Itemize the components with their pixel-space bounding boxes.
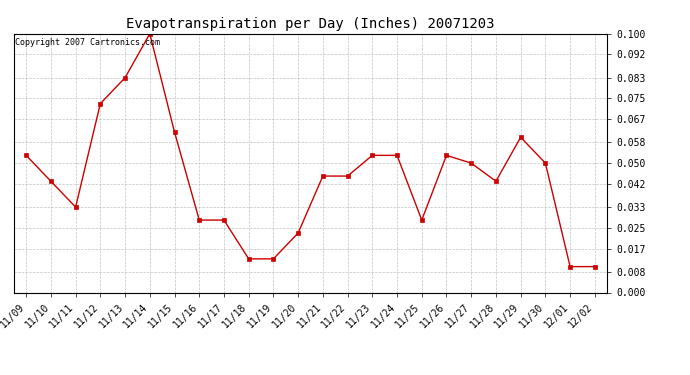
Title: Evapotranspiration per Day (Inches) 20071203: Evapotranspiration per Day (Inches) 2007…	[126, 17, 495, 31]
Text: Copyright 2007 Cartronics.com: Copyright 2007 Cartronics.com	[15, 38, 160, 46]
